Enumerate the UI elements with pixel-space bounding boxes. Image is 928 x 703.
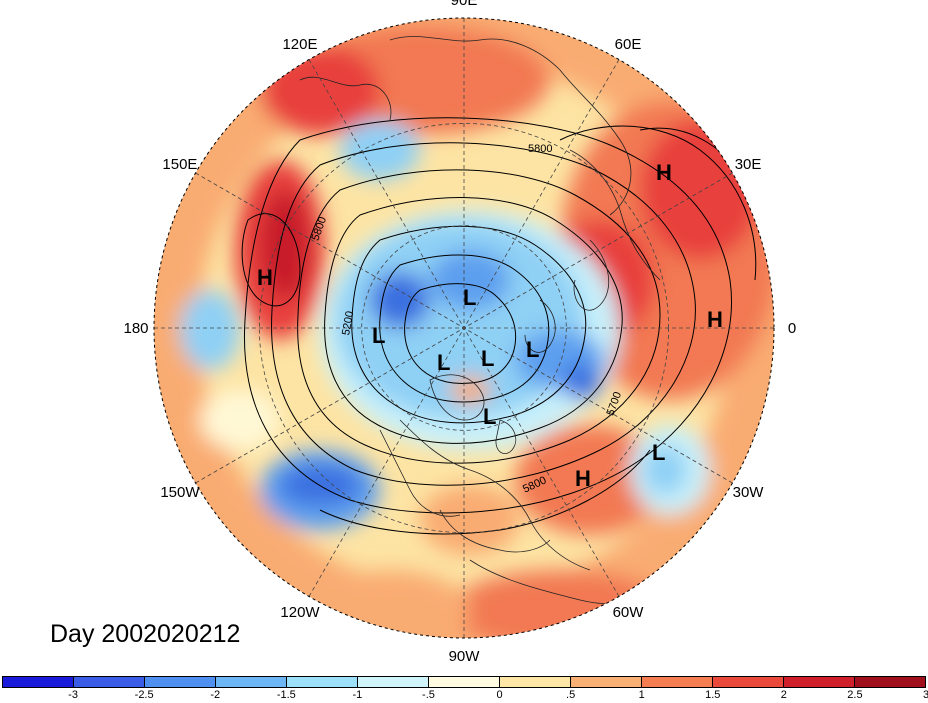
colorbar-tick-label: -1.5: [276, 689, 296, 701]
colorbar-segment: [500, 677, 571, 687]
coastlines: [299, 36, 691, 605]
colorbar-tick-label: -3: [68, 689, 78, 701]
longitude-label: 30W: [733, 484, 765, 501]
longitude-label: 180: [123, 320, 148, 337]
meridian-line: [195, 172, 733, 484]
colorbar-tick-label: -2.5: [134, 689, 154, 701]
colorbar-tick-label: -2: [210, 689, 221, 701]
colorbar-segment: [571, 677, 642, 687]
contour-label: 5200: [340, 310, 356, 336]
colorbar-segment: [713, 677, 784, 687]
day-label: Day 2002020212: [50, 620, 241, 648]
low-pressure-label: L: [372, 323, 385, 348]
colorbar-segment: [784, 677, 855, 687]
latitude-circle: [258, 122, 670, 534]
longitude-label: 0: [788, 320, 796, 337]
colorbar-tick-labels: -3 -2.5 -2 -1.5 -1 -.5 0 .5 1 1.5 2 2.5 3: [0, 689, 928, 703]
colorbar-tick-label: 1: [638, 689, 645, 701]
graticule: [154, 18, 774, 638]
longitude-labels: 90E 60E 30E 0 30W 60W 90W 120W 150W 180 150E 120E: [123, 0, 796, 665]
low-pressure-label: L: [483, 404, 496, 429]
colorbar-segment: [642, 677, 713, 687]
colorbar: [2, 676, 926, 688]
longitude-label: 120W: [280, 604, 320, 621]
low-pressure-label: L: [526, 337, 539, 362]
longitude-label: 150E: [162, 156, 197, 173]
colorbar-tick-label: -.5: [422, 689, 435, 701]
colorbar-tick-label: 2.5: [847, 689, 863, 701]
colorbar-segment: [855, 677, 925, 687]
colorbar-segment: [287, 677, 358, 687]
colorbar-segment: [74, 677, 145, 687]
colorbar-tick-label: 1.5: [705, 689, 721, 701]
globe-outline: [153, 17, 775, 639]
longitude-label: 90W: [449, 648, 481, 665]
high-pressure-label: H: [707, 307, 723, 332]
colorbar-tick-label: 2: [780, 689, 787, 701]
high-pressure-label: H: [656, 160, 672, 185]
colorbar-segment: [358, 677, 429, 687]
colorbar-tick-label: .5: [566, 689, 576, 701]
colorbar-tick-label: -1: [352, 689, 363, 701]
low-pressure-label: L: [652, 440, 665, 465]
latitude-circle: [361, 225, 567, 431]
longitude-label: 60E: [615, 36, 642, 53]
longitude-label: 90E: [451, 0, 478, 9]
longitude-label: 150W: [160, 484, 200, 501]
longitude-label: 120E: [282, 36, 317, 53]
anomaly-field: [154, 18, 774, 638]
longitude-label: 60W: [613, 604, 645, 621]
colorbar-tick-label: 3: [922, 689, 928, 701]
colorbar-segment: [145, 677, 216, 687]
pressure-centers: H H H H L L L L L L L: [257, 160, 723, 491]
colorbar-segment: [3, 677, 74, 687]
contour-label: 5800: [528, 143, 552, 155]
high-pressure-label: H: [575, 466, 591, 491]
longitude-label: 30E: [735, 156, 762, 173]
colorbar-tick-label: 0: [496, 689, 503, 701]
colorbar-segment: [216, 677, 287, 687]
high-pressure-label: H: [257, 265, 273, 290]
low-pressure-label: L: [481, 346, 494, 371]
low-pressure-label: L: [437, 350, 450, 375]
polar-map: 5800 5800 5200 5700 5800 H H H H L L L L…: [123, 0, 796, 665]
colorbar-segment: [429, 677, 500, 687]
low-pressure-label: L: [463, 285, 476, 310]
